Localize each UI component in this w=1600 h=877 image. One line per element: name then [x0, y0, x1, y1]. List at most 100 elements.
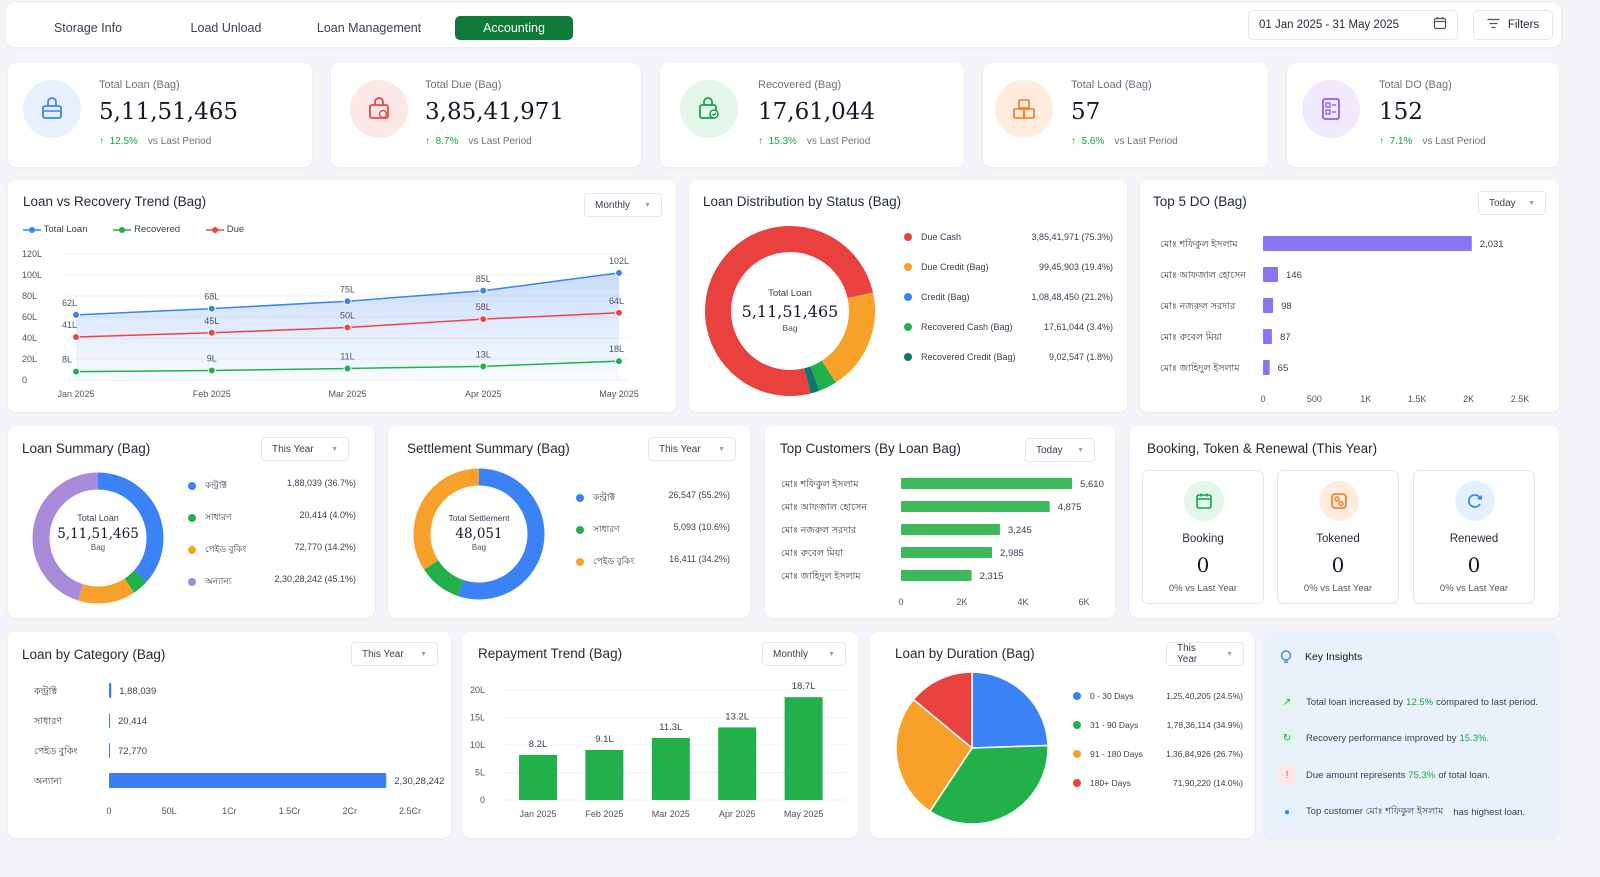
due-bag-icon	[350, 80, 408, 138]
legend-value: 99,45,903 (19.4%)	[1038, 262, 1113, 272]
kpi-value: 17,61,044	[758, 99, 876, 125]
legend-item: Total Loan	[23, 224, 87, 235]
duration-period-select[interactable]: This Year ▼	[1166, 642, 1244, 666]
date-range-text: 01 Jan 2025 - 31 May 2025	[1259, 19, 1400, 31]
category-label: মোঃ শফিকুল ইসলাম	[1160, 238, 1238, 250]
legend-item: সাধারণ	[188, 510, 232, 525]
donut-center-unit: Bag	[782, 323, 798, 333]
y-tick-label: 0	[480, 795, 485, 805]
legend-value: 20,414 (4.0%)	[299, 510, 356, 520]
data-point	[207, 328, 216, 337]
data-label: 98	[1281, 301, 1292, 312]
bar	[784, 697, 823, 800]
x-tick-label: May 2025	[784, 809, 824, 819]
bar	[651, 737, 690, 800]
x-tick-label: Mar 2025	[652, 809, 690, 819]
repayment-period-select[interactable]: Monthly ▼	[762, 642, 846, 666]
btr-sub: 0% vs Last Year	[1303, 583, 1373, 594]
kpi-change: ↑ 12.5% vs Last Period	[99, 136, 212, 147]
legend-value: 26,547 (55.2%)	[668, 490, 730, 500]
btr-label: Booking	[1182, 533, 1224, 545]
bar	[1263, 329, 1272, 344]
booking-stat: Booking 0 0% vs Last Year	[1142, 470, 1264, 604]
data-label: 2,315	[980, 571, 1004, 582]
legend-value: 72,770 (14.2%)	[294, 542, 356, 552]
pie-slice	[895, 698, 973, 813]
data-point	[207, 366, 216, 375]
tab-loan-management[interactable]: Loan Management	[316, 21, 422, 35]
x-tick-label: 4K	[1017, 597, 1028, 607]
category-label: পেইড বুকিং	[34, 745, 78, 757]
kpi-change: ↑ 15.3% vs Last Period	[758, 136, 871, 147]
data-label: 8L	[62, 355, 72, 365]
data-label: 9L	[207, 354, 217, 364]
settlement-period-select[interactable]: This Year ▼	[648, 437, 736, 461]
bar	[901, 478, 1073, 489]
kpi-change: ↑ 8.7% vs Last Period	[425, 136, 532, 147]
trend-period-select[interactable]: Monthly ▼	[584, 193, 662, 217]
legend-dot	[188, 481, 196, 490]
x-tick-label: 1.5K	[1408, 394, 1427, 404]
kpi-card-total-loan: Total Loan (Bag) 5,11,51,465 ↑ 12.5% vs L…	[8, 63, 312, 167]
bar	[109, 743, 110, 758]
legend-value: 1,08,48,450 (21.2%)	[1031, 292, 1113, 302]
top-do-title: Top 5 DO (Bag)	[1153, 194, 1247, 209]
legend-dot	[576, 557, 584, 566]
legend-dot	[1073, 779, 1081, 787]
legend-value: 2,30,28,242 (45.1%)	[274, 574, 356, 584]
arrow-up-icon: ↑	[1071, 136, 1076, 147]
tab-load-unload[interactable]: Load Unload	[190, 21, 262, 35]
bar	[585, 749, 624, 800]
btr-card: Booking, Token & Renewal (This Year) Boo…	[1130, 426, 1559, 618]
tab-storage-info[interactable]: Storage Info	[53, 21, 123, 35]
loan-summary-period-select[interactable]: This Year ▼	[261, 437, 349, 461]
category-label: মোঃ নজরুল সরদার	[781, 525, 857, 536]
legend-value: 1,78,36,114 (34.9%)	[1166, 720, 1243, 730]
calendar-icon	[1433, 16, 1447, 35]
top-customers-period-select[interactable]: Today ▼	[1025, 438, 1095, 462]
category-label: মোঃ জাহিদুল ইসলাম	[781, 570, 861, 582]
recovery-icon: ↻	[1278, 729, 1296, 747]
donut-slice	[32, 472, 164, 604]
legend-value: 1,36,84,926 (26.7%)	[1165, 749, 1243, 759]
repayment-chart: 0 5L 10L 15L 20L 8.2L Jan 2025 9.1L Feb 2025 11.3…	[470, 681, 846, 819]
legend-dot	[904, 233, 912, 241]
refresh-icon	[1455, 481, 1495, 521]
kpi-label: Total Loan (Bag)	[99, 79, 180, 91]
date-range-picker[interactable]: 01 Jan 2025 - 31 May 2025	[1248, 10, 1458, 40]
data-label: 11L	[340, 351, 354, 361]
bar	[1263, 236, 1472, 251]
x-tick-label: 1K	[1360, 394, 1371, 404]
top-do-period-select[interactable]: Today ▼	[1478, 191, 1546, 215]
tab-accounting[interactable]: Accounting	[455, 16, 573, 40]
legend-label: Recovered Cash (Bag)	[921, 322, 1013, 332]
insight-item: ↗ Total loan increased by 12.5% compared t…	[1278, 693, 1538, 711]
legend-label: পেইড বুকিং	[593, 556, 635, 566]
category-label: মোঃ রুবেল মিয়া	[781, 547, 844, 559]
filters-button[interactable]: Filters	[1473, 10, 1553, 40]
kpi-value: 3,85,41,971	[425, 99, 564, 125]
x-tick-label: Mar 2025	[328, 389, 366, 399]
filters-label: Filters	[1507, 19, 1540, 31]
legend-item: Due	[206, 224, 244, 235]
chevron-down-icon: ▼	[331, 445, 338, 453]
data-label: 11.3L	[659, 722, 682, 733]
category-period-select[interactable]: This Year ▼	[351, 642, 438, 666]
x-tick-label: 0	[1260, 394, 1265, 404]
kpi-label: Total Load (Bag)	[1071, 79, 1152, 91]
data-label: 41L	[62, 320, 77, 330]
bar	[901, 570, 972, 581]
insights-header: Key Insights	[1276, 647, 1362, 667]
y-tick-label: 120L	[22, 249, 42, 259]
legend-dot	[576, 525, 584, 534]
legend-label: পেইড বুকিং	[205, 544, 247, 554]
duration-pie	[895, 671, 1049, 825]
legend-label: কন্ট্রাক্ট	[593, 492, 615, 502]
data-label: 3,245	[1008, 525, 1032, 536]
donut-center: Total Loan 5,11,51,465 Bag	[729, 288, 851, 333]
kpi-card-recovered: Recovered (Bag) 17,61,044 ↑ 15.3% vs Last…	[660, 63, 964, 167]
kpi-card-total-due: Total Due (Bag) 3,85,41,971 ↑ 8.7% vs Las…	[331, 63, 641, 167]
legend-dot	[1073, 750, 1081, 758]
x-tick-label: 1Cr	[222, 806, 237, 816]
x-tick-label: 2K	[956, 597, 967, 607]
